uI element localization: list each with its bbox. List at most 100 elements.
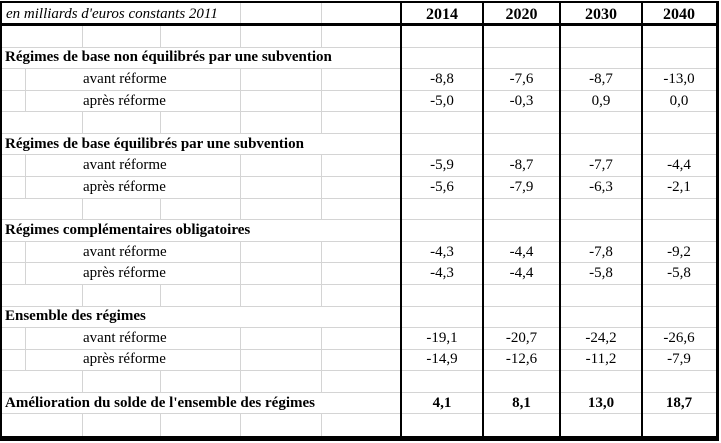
value-cell: [560, 199, 642, 220]
value-cell: [401, 134, 483, 155]
row-label-cell: après réforme: [2, 90, 401, 112]
data-row: avant réforme -4,3 -4,4 -7,8 -9,2: [2, 241, 716, 264]
value-cell: [642, 134, 716, 155]
value-cell: -11,2: [585, 351, 617, 368]
value-cell: [642, 48, 716, 69]
gridline-stub: [321, 69, 322, 90]
gridline-stub: [82, 198, 83, 220]
row-label-cell: après réforme: [2, 263, 401, 284]
value-cell: [483, 285, 560, 306]
data-row: avant réforme -19,1 -20,7 -24,2 -26,6: [2, 328, 716, 350]
value-cell: 13,0: [587, 394, 615, 411]
gridline-stub: [240, 3, 241, 26]
section-row: Régimes de base équilibrés par une subve…: [2, 134, 716, 156]
gridline-stub: [240, 155, 241, 177]
gridline-stub: [321, 112, 322, 133]
column-separator: [559, 3, 561, 436]
value-cell: -2,1: [667, 178, 691, 195]
row-label: après réforme: [83, 351, 166, 368]
value-cell: -8,7: [509, 157, 534, 174]
unit-label-cell: en milliards d'euros constants 2011: [2, 3, 401, 26]
gridline-stub: [82, 112, 83, 133]
gridline-stub: [240, 328, 241, 349]
data-row: après réforme -14,9 -12,6 -11,2 -7,9: [2, 349, 716, 372]
empty-row: [2, 26, 716, 48]
row-label-cell: Ensemble des régimes: [2, 307, 401, 328]
row-label: Régimes de base équilibrés par une subve…: [5, 135, 304, 152]
value-cell: [483, 199, 560, 220]
column-separator: [482, 3, 484, 436]
row-label-cell: après réforme: [2, 349, 401, 371]
gridline-stub: [321, 3, 322, 26]
value-cell: 0,9: [591, 92, 611, 109]
value-cell: 0,0: [669, 92, 689, 109]
gridline-stub: [321, 177, 322, 198]
value-cell: -7,7: [589, 157, 613, 174]
row-label: après réforme: [83, 265, 166, 282]
value-cell: -6,3: [589, 178, 613, 195]
gridline-stub: [321, 26, 322, 47]
header-row: en milliards d'euros constants 2011 2014…: [2, 3, 716, 26]
row-label: avant réforme: [83, 70, 167, 87]
gridline-stub: [240, 112, 241, 133]
gridline-stub: [240, 69, 241, 90]
value-cell: [401, 307, 483, 328]
row-label: Ensemble des régimes: [5, 308, 146, 325]
gridline-stub: [321, 328, 322, 349]
value-cell: -7,9: [667, 351, 691, 368]
value-cell: [560, 371, 642, 392]
value-cell: -5,0: [430, 92, 454, 109]
value-cell: [401, 371, 483, 392]
total-row: Amélioration du solde de l'ensemble des …: [2, 393, 716, 415]
value-cell: [560, 48, 642, 69]
value-cell: [483, 26, 560, 47]
value-cell: -8,8: [430, 70, 454, 87]
row-label-cell: avant réforme: [2, 155, 401, 177]
row-label-cell: Régimes de base non équilibrés par une s…: [2, 48, 401, 69]
row-label-cell: Régimes complémentaires obligatoires: [2, 220, 401, 241]
value-cell: 18,7: [665, 394, 693, 411]
value-cell: [483, 134, 560, 155]
value-cell: [483, 414, 560, 436]
gridline-stub: [240, 414, 241, 436]
value-cell: [642, 26, 716, 47]
section-row: Régimes complémentaires obligatoires: [2, 220, 716, 242]
value-cell: [401, 220, 483, 241]
section-row: Régimes de base non équilibrés par une s…: [2, 48, 716, 70]
row-label: Régimes de base non équilibrés par une s…: [5, 49, 332, 66]
value-cell: 4,1: [432, 394, 452, 411]
gridline-stub: [321, 155, 322, 177]
gridline-stub: [240, 349, 241, 371]
value-cell: -7,8: [589, 243, 613, 260]
gridline-stub: [25, 177, 26, 198]
value-cell: [401, 414, 483, 436]
value-cell: [483, 220, 560, 241]
value-cell: [483, 307, 560, 328]
value-cell: -5,9: [430, 157, 454, 174]
value-cell: -4,4: [509, 243, 534, 260]
header-bottom-border: [2, 23, 716, 26]
value-cell: [560, 307, 642, 328]
table-inner: en milliards d'euros constants 2011 2014…: [2, 3, 716, 436]
column-header-2030: 2030: [585, 5, 617, 23]
value-cell: -4,4: [509, 265, 534, 282]
value-cell: [401, 48, 483, 69]
gridline-stub: [321, 198, 322, 220]
row-label-cell: Amélioration du solde de l'ensemble des …: [2, 393, 401, 414]
gridline-stub: [82, 26, 83, 47]
gridline-stub: [160, 284, 161, 306]
value-cell: -20,7: [505, 329, 538, 346]
value-cell: -24,2: [585, 329, 617, 346]
value-cell: [642, 371, 716, 392]
value-cell: -9,2: [667, 243, 691, 260]
gridline-stub: [160, 26, 161, 47]
gridline-stub: [25, 241, 26, 263]
value-cell: [483, 112, 560, 133]
value-cell: [560, 26, 642, 47]
row-label-cell: avant réforme: [2, 69, 401, 90]
gridline-stub: [321, 414, 322, 436]
gridline-stub: [25, 263, 26, 284]
data-row: après réforme -5,0 -0,3 0,9 0,0: [2, 90, 716, 113]
value-cell: [401, 26, 483, 47]
